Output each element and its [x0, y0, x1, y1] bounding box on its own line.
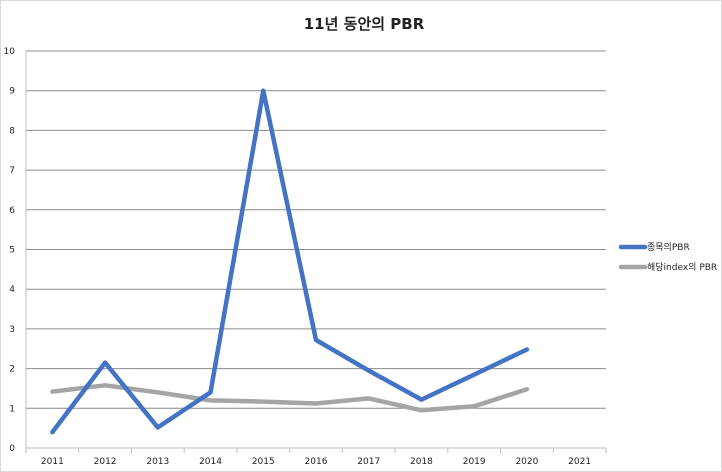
y-tick-label: 5 — [9, 246, 15, 256]
y-tick-label: 0 — [9, 444, 15, 454]
y-tick-label: 9 — [9, 87, 15, 97]
chart-title: 11년 동안의 PBR — [304, 15, 425, 33]
x-tick-label: 2020 — [515, 457, 538, 467]
gridlines — [26, 50, 606, 449]
legend: 종목의PBR 해당index의 PBR — [618, 242, 717, 273]
y-tick-label: 8 — [9, 126, 15, 136]
x-tick-label: 2012 — [94, 457, 117, 467]
series-line-2 — [50, 383, 530, 413]
x-tick-label: 2019 — [463, 457, 486, 467]
x-tick-label: 2015 — [252, 457, 275, 467]
x-tick-label: 2016 — [305, 457, 328, 467]
y-tick-label: 2 — [9, 365, 15, 375]
x-tick-label: 2014 — [199, 457, 222, 467]
x-tick-label: 2021 — [568, 457, 591, 467]
x-axis: 2011 2012 2013 2014 2015 2016 2017 2018 2019 2020… — [25, 448, 607, 467]
legend-label: 해당index의 PBR — [647, 262, 717, 273]
y-tick-label: 10 — [4, 47, 16, 57]
y-tick-label: 6 — [9, 206, 15, 216]
x-tick-label: 2018 — [410, 457, 433, 467]
y-tick-label: 4 — [9, 285, 15, 295]
y-axis: 0 1 2 3 4 5 6 7 8 9 10 — [4, 47, 27, 454]
x-tick-label: 2011 — [41, 457, 64, 467]
x-tick-label: 2013 — [146, 457, 169, 467]
y-tick-label: 7 — [9, 166, 15, 176]
y-tick-label: 3 — [9, 325, 15, 335]
x-tick-label: 2017 — [357, 457, 380, 467]
series-lines — [50, 88, 530, 435]
y-tick-label: 1 — [9, 404, 15, 414]
legend-label: 종목의PBR — [647, 242, 690, 253]
series-line-1 — [50, 88, 530, 435]
